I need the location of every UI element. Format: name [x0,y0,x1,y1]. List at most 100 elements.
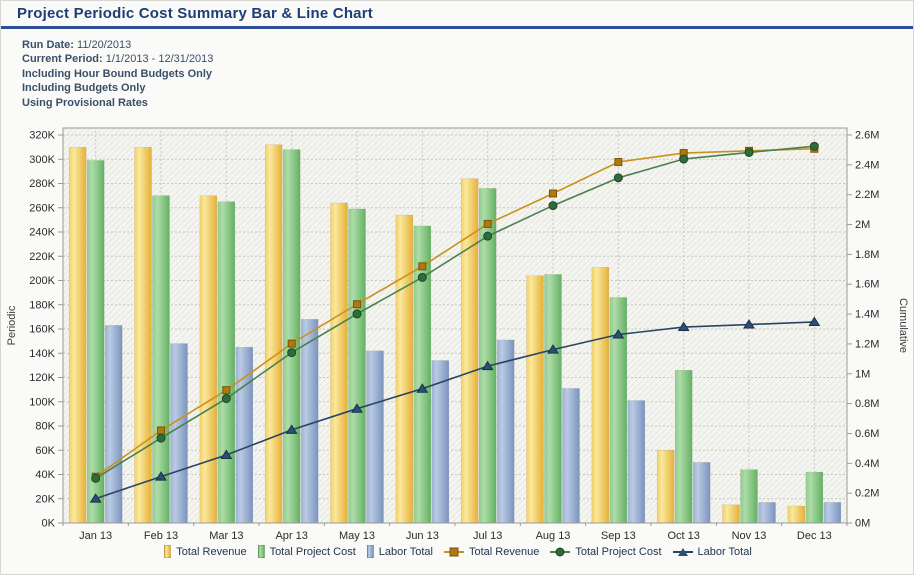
legend-label: Total Revenue [469,545,540,558]
legend-item-bar-total-project-cost[interactable]: Total Project Cost [257,545,356,558]
right-axis-tick-label: 2.4M [855,159,879,171]
square-marker-icon [449,547,459,556]
right-axis-tick-label: 2.2M [855,189,879,201]
left-axis-tick-label: 300K [29,154,55,166]
bar [496,339,515,524]
square-marker [222,386,231,395]
report-note-2: Including Budgets Only [22,82,146,95]
legend-label: Labor Total [697,545,752,558]
left-axis-tick-label: 320K [29,130,55,142]
triangle-marker [547,344,559,354]
triangle-marker [285,424,298,434]
left-axis-tick-label: 200K [29,275,55,287]
triangle-marker [89,493,102,503]
left-axis-tick-label: 60K [35,445,55,457]
triangle-marker [155,471,167,481]
x-axis-tick-label: Jun 13 [406,530,439,542]
legend-item-bar-total-revenue[interactable]: Total Revenue [164,545,247,558]
page-title: Project Periodic Cost Summary Bar & Line… [17,5,373,22]
bar [591,266,610,524]
right-axis-tick-label: 1.6M [855,279,879,291]
x-axis-tick-label: Feb 13 [144,530,178,542]
bar [134,146,152,524]
chart-area: 0K 20K 40K 60K 80K 100K 120K 140K 160K 180K 200K 22… [1,116,914,546]
bar [199,195,218,524]
right-axis-tick-label: 1.2M [855,338,879,350]
left-axis-tick-label: 0K [42,518,56,530]
triangle-marker [743,319,755,329]
line-swatch [672,545,693,558]
bar [627,400,646,524]
triangle-marker [612,329,625,339]
circle-marker [809,141,819,151]
circle-marker [287,348,297,358]
triangle-marker [220,449,233,459]
square-marker [614,158,623,167]
bar [300,319,319,524]
legend-item-line-total-project-cost[interactable]: Total Project Cost [550,545,662,558]
bar-series-total-project-cost [86,149,824,524]
legend-item-line-total-revenue[interactable]: Total Revenue [444,545,539,558]
title-underline [1,26,913,29]
bar [217,201,236,524]
combo-chart[interactable]: 0K 20K 40K 60K 80K 100K 120K 140K 160K 180K 200K 22… [1,116,914,546]
circle-marker [744,147,754,157]
run-date-label: Run Date: [22,39,74,51]
left-axis-title: Periodic [6,305,18,345]
right-axis-tick-label: 0.4M [855,458,879,470]
bar [740,469,758,524]
legend-label: Labor Total [378,545,433,558]
x-axis-tick-label: Sep 13 [601,530,636,542]
right-axis-tick-label: 0.2M [855,488,879,500]
left-axis-tick-label: 120K [29,372,55,384]
square-marker [418,262,427,271]
right-axis-title: Cumulative [897,298,909,353]
triangle-marker [808,316,821,326]
triangle-marker [481,360,494,371]
bar [805,471,824,524]
right-axis-tick-label: 0.8M [855,398,879,410]
circle-marker [548,201,558,211]
bar-swatch [164,545,172,558]
triangle-marker [416,383,429,393]
square-marker [287,339,296,348]
x-axis-tick-label: Jan 13 [79,530,112,542]
circle-marker [221,394,231,404]
legend-item-line-labor-total[interactable]: Labor Total [672,545,752,558]
left-axis-tick-label: 240K [29,227,55,239]
bar [395,214,414,524]
square-marker [549,189,557,198]
left-axis-tick-label: 220K [29,251,55,263]
bar [758,502,776,524]
square-marker [353,300,361,309]
circle-marker [613,173,623,183]
legend-item-bar-labor-total[interactable]: Labor Total [366,545,433,558]
square-marker [483,219,492,228]
x-axis-tick-label: Apr 13 [275,530,307,542]
bar [348,208,366,524]
line-swatch [550,545,571,558]
bar [330,202,348,524]
bar [526,275,544,524]
circle-marker [483,231,493,241]
bar [264,144,283,524]
legend-label: Total Project Cost [269,545,356,558]
x-axis-tick-label: Aug 13 [536,530,571,542]
current-period-value: 1/1/2013 - 12/31/2013 [105,53,214,66]
bar [460,178,479,524]
line-swatch [444,545,464,558]
bar [823,502,842,524]
run-date-row: Run Date: 11/20/2013 [22,38,213,52]
bar [282,149,301,524]
bar [674,369,693,524]
right-axis-tick-label: 2M [855,219,870,231]
x-axis-tick-label: Nov 13 [732,530,767,542]
bar [787,505,806,524]
square-marker [157,426,165,435]
x-axis-tick-label: Jul 13 [473,530,502,542]
right-axis-tick-label: 0.6M [855,428,879,440]
bar [68,146,87,524]
bar-swatch [366,545,374,558]
x-axis-tick-label: Mar 13 [209,530,243,542]
